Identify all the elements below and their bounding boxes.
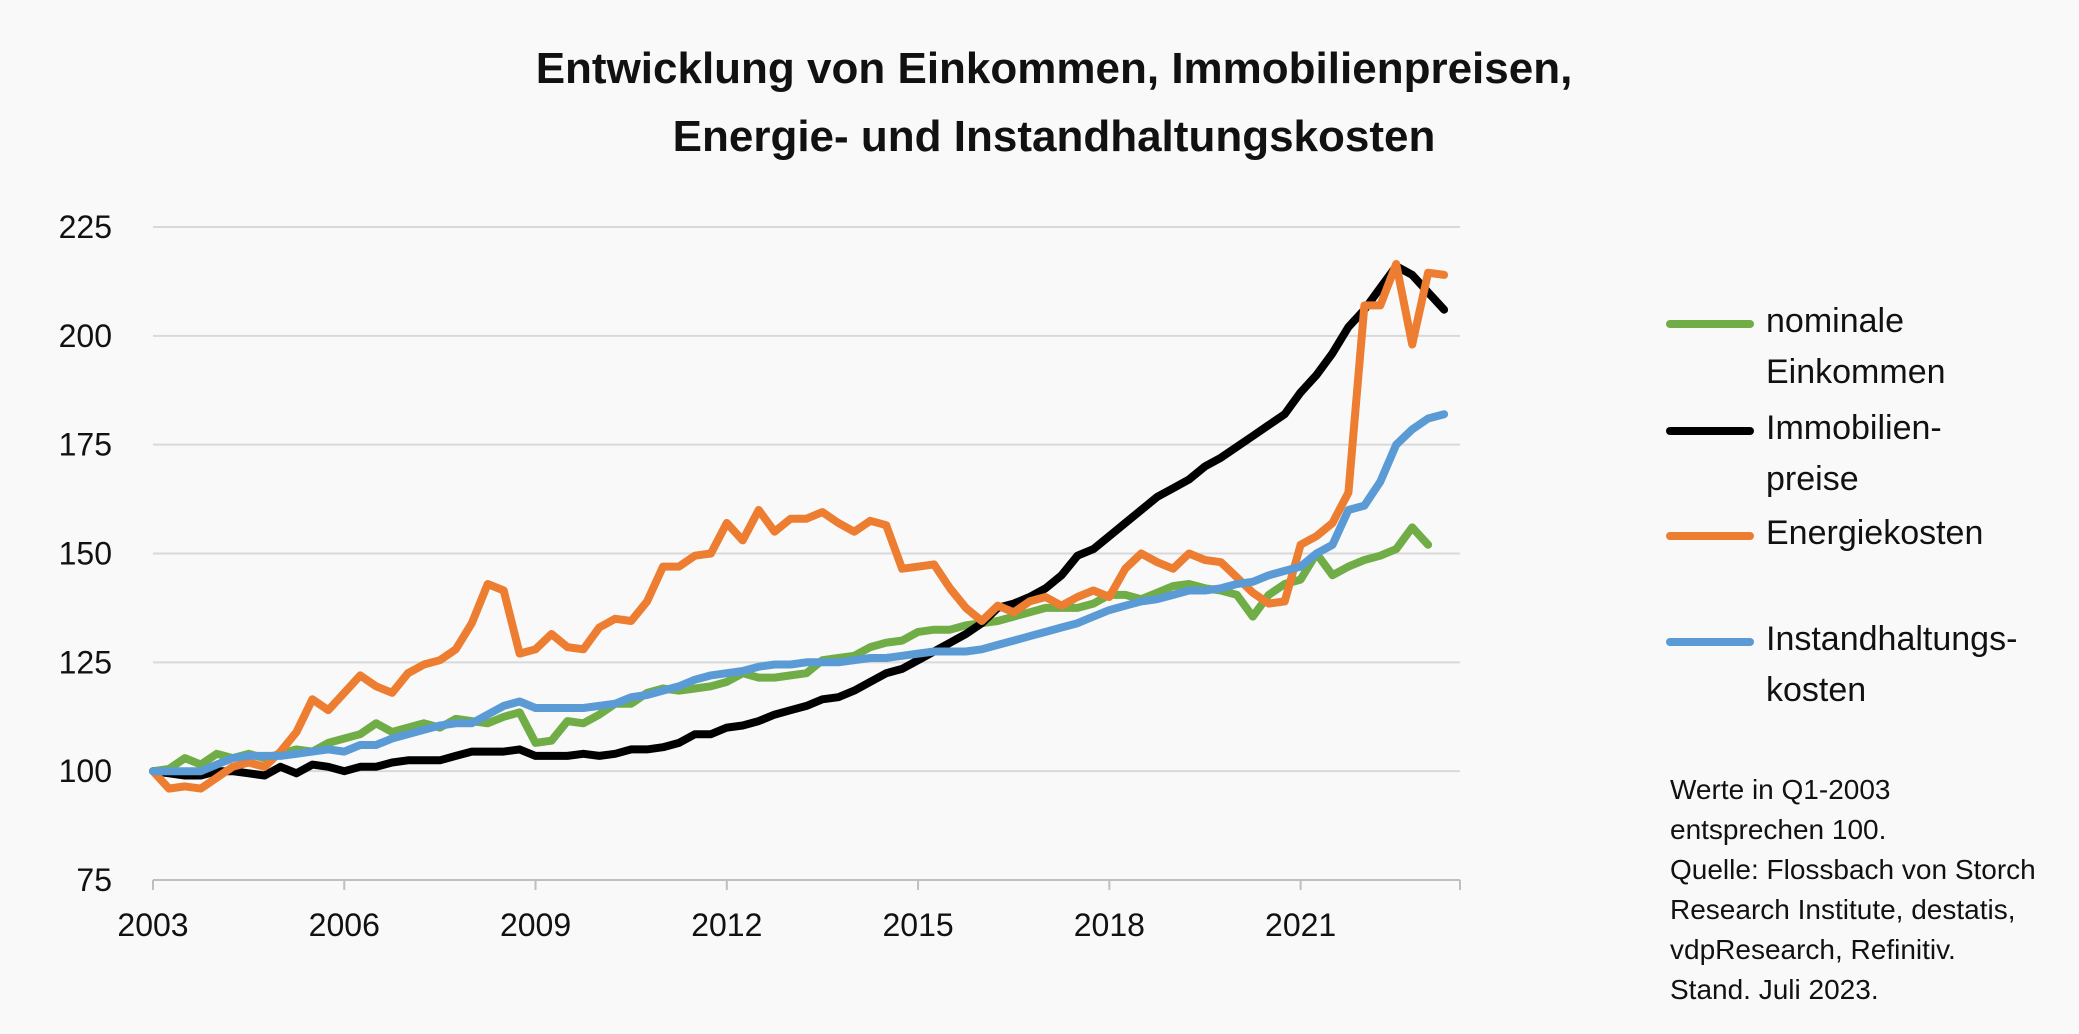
legend-label-line: Instandhaltungs- <box>1766 620 2018 658</box>
series <box>149 260 1449 793</box>
series-line-immobilienpreise <box>149 262 1449 780</box>
chart-title-line-1: Entwicklung von Einkommen, Immobilienpre… <box>535 44 1573 93</box>
series-line-energiekosten <box>149 260 1449 793</box>
legend-swatch-nominale-einkommen <box>1666 320 1754 328</box>
x-tick-label-2009: 2009 <box>500 907 571 943</box>
x-tick-label-2018: 2018 <box>1074 907 1145 943</box>
note-line: Quelle: Flossbach von Storch <box>1670 854 2036 885</box>
chart-title-line-2: Energie- und Instandhaltungskosten <box>672 112 1436 161</box>
legend-label-line: nominale <box>1766 302 1904 340</box>
note-line: entsprechen 100. <box>1670 814 1887 845</box>
note-line: Research Institute, destatis, <box>1670 894 2016 925</box>
source-note: Werte in Q1-2003 entsprechen 100. Quelle… <box>1670 770 2036 1010</box>
legend-swatch-energiekosten <box>1666 532 1754 540</box>
x-tick-label-2003: 2003 <box>117 907 188 943</box>
note-line: Stand. Juli 2023. <box>1670 974 1879 1005</box>
y-tick-label-100: 100 <box>59 753 112 789</box>
legend-label-line: Energiekosten <box>1766 514 1984 552</box>
series-line-instandhaltungskosten <box>149 410 1449 776</box>
y-tick-label-200: 200 <box>59 318 112 354</box>
legend-label-line: kosten <box>1766 671 1867 709</box>
y-tick-label-225: 225 <box>59 209 112 245</box>
y-tick-label-175: 175 <box>59 427 112 463</box>
x-tick-label-2012: 2012 <box>691 907 762 943</box>
y-tick-label-125: 125 <box>59 644 112 680</box>
legend-swatch-immobilienpreise <box>1666 427 1754 435</box>
legend-swatch-instandhaltungskosten <box>1666 638 1754 646</box>
axes: 75 100 125 150 175 200 225 2003 2006 2009 2012 2015… <box>59 209 1461 943</box>
legend-label-line: Immobilien- <box>1766 409 1942 447</box>
legend-label-line: Einkommen <box>1766 353 1946 391</box>
y-tick-label-75: 75 <box>76 862 112 898</box>
x-tick-label-2015: 2015 <box>882 907 953 943</box>
x-tick-label-2006: 2006 <box>309 907 380 943</box>
note-line: Werte in Q1-2003 <box>1670 774 1891 805</box>
x-tick-label-2021: 2021 <box>1265 907 1336 943</box>
y-tick-label-150: 150 <box>59 536 112 572</box>
note-line: vdpResearch, Refinitiv. <box>1670 934 1956 965</box>
series-line-nominale-einkommen <box>149 523 1433 776</box>
legend-label-line: preise <box>1766 460 1859 498</box>
